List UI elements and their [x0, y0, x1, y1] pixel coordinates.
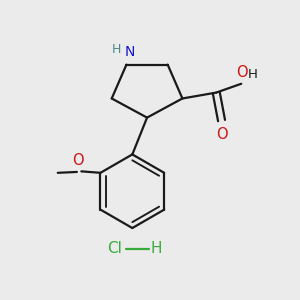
Text: H: H	[150, 241, 162, 256]
Text: H: H	[112, 43, 121, 56]
Text: O: O	[216, 127, 227, 142]
Text: N: N	[124, 45, 135, 59]
Text: Cl: Cl	[107, 241, 122, 256]
Text: O: O	[72, 153, 83, 168]
Text: O: O	[236, 65, 248, 80]
Text: H: H	[248, 68, 258, 81]
